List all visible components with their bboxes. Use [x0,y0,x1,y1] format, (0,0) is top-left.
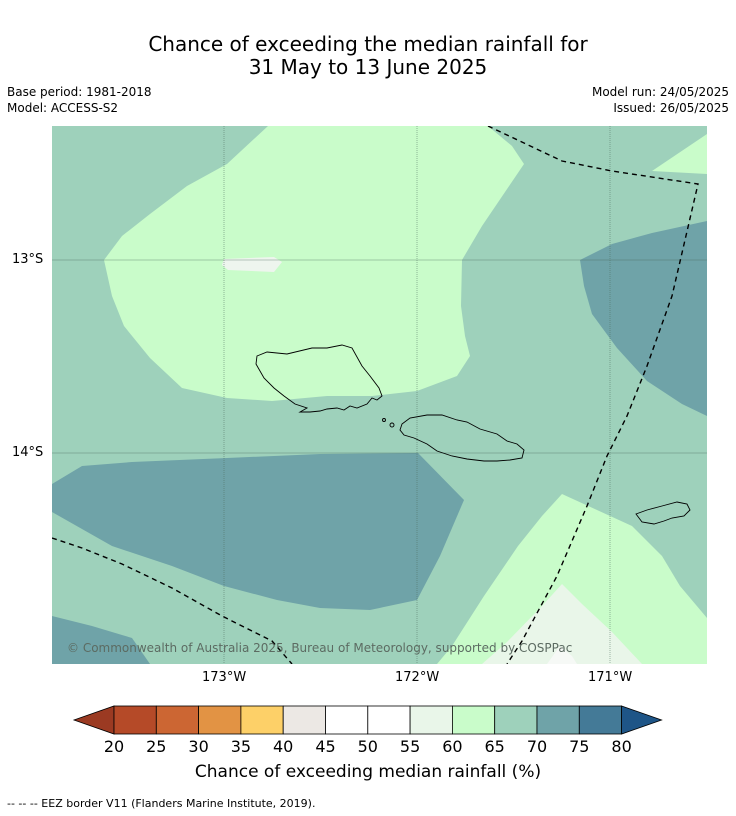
colorbar-cell [409,705,453,735]
colorbar-cell [494,705,538,735]
region-60-65-ne [652,134,707,174]
colorbar-extend-high [621,705,663,735]
apolima-island-outline [389,422,395,428]
copyright-notice: © Commonwealth of Australia 2025, Bureau… [67,641,573,655]
region-70-75-sw [52,616,150,664]
colorbar [72,705,663,735]
colorbar-cell [451,705,496,735]
colorbar-tick-label: 40 [273,737,294,756]
colorbar-cell [578,705,622,735]
map-canvas [52,126,707,664]
region-60-65-north [104,126,524,401]
colorbar-tick-label: 70 [526,737,548,756]
upolu-island-outline [399,414,525,462]
colorbar-tick-label: 75 [569,737,590,756]
colorbar-tick-label: 25 [146,737,167,756]
colorbar-tick-label: 55 [399,737,421,756]
issued-date: Issued: 26/05/2025 [613,101,729,115]
region-70-75-east [580,221,707,416]
colorbar-cell [325,705,369,735]
region-55-60-south [482,584,642,664]
colorbar-tick-label: 30 [188,737,209,756]
base-period: Base period: 1981-2018 [7,85,152,99]
manono-island-outline [382,418,386,422]
colorbar-tick-label: 35 [230,737,252,756]
eez-border-east [487,126,699,664]
eez-border-west [52,537,293,664]
eez-footnote: -- -- -- EEZ border V11 (Flanders Marine… [7,797,316,810]
colorbar-cell [240,705,284,735]
colorbar-tick-label: 20 [103,737,125,756]
region-70-75-west [52,453,464,610]
colorbar-cell [155,705,200,735]
colorbar-tick-label: 45 [315,737,336,756]
lon-label-171w: 171°W [588,670,633,685]
colorbar-tick-label: 80 [611,737,632,756]
colorbar-cell [198,705,242,735]
colorbar-tick-label: 65 [484,737,505,756]
colorbar-cell [536,705,580,735]
colorbar-cell [282,705,326,735]
tutuila-island-outline [635,501,691,525]
lon-label-173w: 173°W [202,670,247,685]
lat-label-14s: 14°S [12,445,44,460]
region-60-65-south [437,494,707,664]
colorbar-cell [113,705,157,735]
lat-label-13s: 13°S [12,252,44,267]
map-title-line1: Chance of exceeding the median rainfall … [148,32,588,56]
region-45-55-south [547,646,577,664]
model-name: Model: ACCESS-S2 [7,101,119,115]
colorbar-cell [367,705,411,735]
map-title-line2: 31 May to 13 June 2025 [248,55,488,79]
colorbar-title: Chance of exceeding median rainfall (%) [194,762,542,782]
region-45-55-patch [222,257,282,272]
colorbar-tick-label: 60 [442,737,463,756]
lon-label-172w: 172°W [395,670,440,685]
colorbar-tick-label: 50 [357,737,378,756]
colorbar-extend-low [72,705,115,735]
model-run: Model run: 24/05/2025 [591,85,729,99]
savaii-island-outline [255,344,383,413]
